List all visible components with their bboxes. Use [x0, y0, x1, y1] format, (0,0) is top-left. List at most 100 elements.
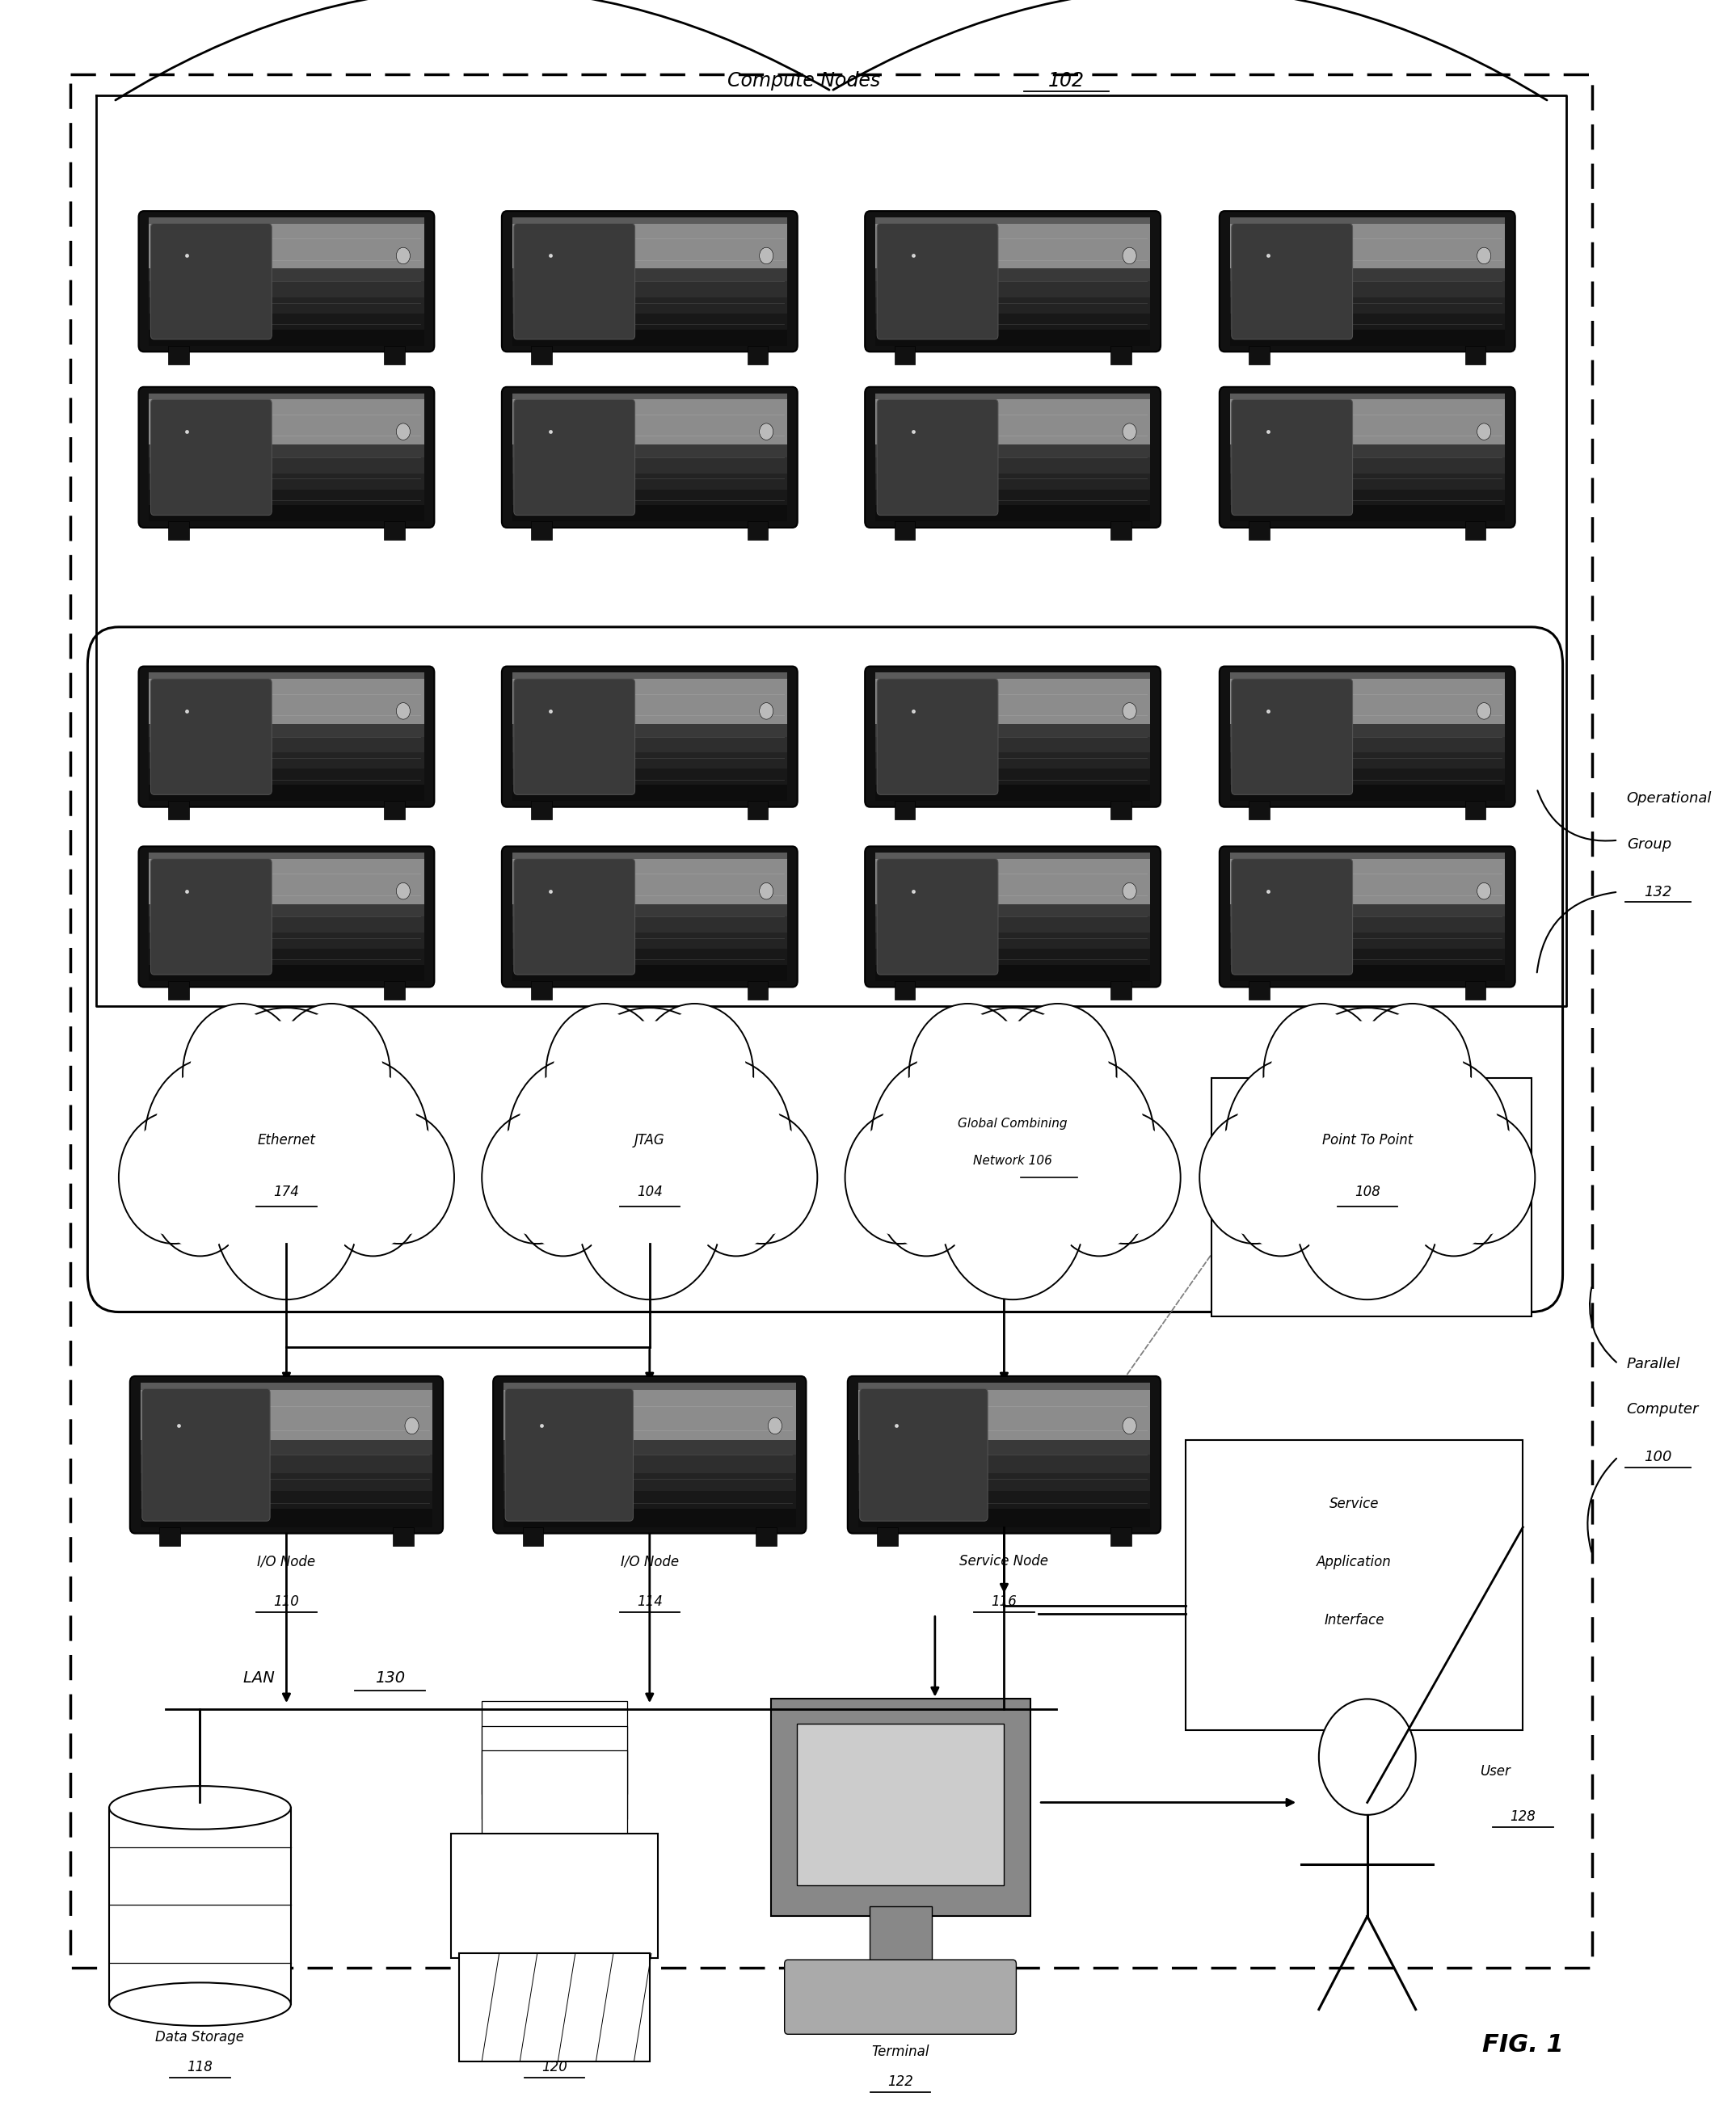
Circle shape	[1207, 1118, 1304, 1237]
Text: Printer: Printer	[531, 2029, 576, 2044]
FancyBboxPatch shape	[149, 313, 424, 330]
FancyBboxPatch shape	[531, 345, 552, 364]
FancyBboxPatch shape	[512, 505, 786, 522]
FancyBboxPatch shape	[503, 1383, 795, 1399]
FancyBboxPatch shape	[1229, 721, 1505, 736]
Text: 108: 108	[1354, 1184, 1380, 1199]
FancyBboxPatch shape	[384, 981, 404, 1000]
Circle shape	[1123, 702, 1137, 719]
FancyBboxPatch shape	[149, 266, 424, 281]
FancyBboxPatch shape	[875, 858, 1151, 905]
Circle shape	[576, 1127, 722, 1300]
FancyBboxPatch shape	[392, 1526, 413, 1545]
Text: 114: 114	[637, 1594, 663, 1609]
Circle shape	[1477, 884, 1491, 898]
FancyBboxPatch shape	[503, 1490, 795, 1509]
FancyBboxPatch shape	[875, 425, 1151, 442]
FancyBboxPatch shape	[512, 393, 786, 410]
FancyBboxPatch shape	[1248, 801, 1269, 820]
FancyBboxPatch shape	[1231, 858, 1352, 975]
FancyBboxPatch shape	[1229, 281, 1505, 298]
FancyBboxPatch shape	[514, 858, 635, 975]
Text: Service Node: Service Node	[960, 1554, 1049, 1569]
FancyBboxPatch shape	[512, 474, 786, 488]
FancyBboxPatch shape	[502, 387, 797, 528]
FancyBboxPatch shape	[531, 801, 552, 820]
FancyBboxPatch shape	[512, 949, 786, 964]
Circle shape	[871, 1057, 1009, 1224]
FancyBboxPatch shape	[875, 901, 1151, 917]
Text: 100: 100	[1644, 1450, 1672, 1465]
FancyBboxPatch shape	[512, 858, 786, 905]
FancyBboxPatch shape	[875, 400, 1151, 444]
Text: 132: 132	[1644, 884, 1672, 898]
FancyBboxPatch shape	[141, 1490, 432, 1509]
FancyBboxPatch shape	[531, 522, 552, 539]
Circle shape	[950, 1135, 1076, 1290]
FancyBboxPatch shape	[531, 981, 552, 1000]
Circle shape	[910, 1004, 1026, 1144]
FancyBboxPatch shape	[512, 932, 786, 949]
Circle shape	[344, 1112, 455, 1243]
FancyBboxPatch shape	[149, 488, 424, 505]
FancyBboxPatch shape	[875, 457, 1151, 474]
Circle shape	[845, 1112, 957, 1243]
Circle shape	[1477, 702, 1491, 719]
Circle shape	[207, 1021, 366, 1209]
Circle shape	[1123, 884, 1137, 898]
Circle shape	[878, 1068, 1002, 1213]
FancyBboxPatch shape	[512, 266, 786, 281]
FancyBboxPatch shape	[512, 784, 786, 801]
FancyBboxPatch shape	[460, 1953, 649, 2061]
FancyBboxPatch shape	[512, 672, 786, 689]
Circle shape	[1076, 1118, 1174, 1237]
FancyBboxPatch shape	[512, 281, 786, 298]
FancyBboxPatch shape	[149, 393, 424, 410]
FancyBboxPatch shape	[149, 672, 424, 689]
Text: 174: 174	[274, 1184, 299, 1199]
FancyBboxPatch shape	[141, 1473, 432, 1490]
FancyBboxPatch shape	[875, 298, 1151, 313]
FancyBboxPatch shape	[141, 1399, 432, 1418]
Circle shape	[516, 1139, 611, 1256]
FancyBboxPatch shape	[875, 488, 1151, 505]
Circle shape	[759, 247, 773, 264]
Text: I/O Node: I/O Node	[620, 1554, 679, 1569]
FancyBboxPatch shape	[1231, 400, 1352, 516]
FancyBboxPatch shape	[746, 981, 767, 1000]
FancyBboxPatch shape	[512, 689, 786, 704]
Text: Application: Application	[1335, 1194, 1410, 1209]
FancyBboxPatch shape	[523, 1526, 543, 1545]
FancyBboxPatch shape	[875, 721, 1151, 736]
Circle shape	[396, 884, 410, 898]
FancyBboxPatch shape	[1229, 298, 1505, 313]
FancyBboxPatch shape	[877, 1526, 898, 1545]
Circle shape	[1354, 1004, 1470, 1144]
FancyBboxPatch shape	[149, 505, 424, 522]
FancyBboxPatch shape	[503, 1438, 795, 1454]
FancyBboxPatch shape	[875, 233, 1151, 249]
FancyBboxPatch shape	[797, 1723, 1003, 1886]
FancyBboxPatch shape	[168, 345, 189, 364]
FancyBboxPatch shape	[1229, 869, 1505, 884]
Circle shape	[1278, 1008, 1457, 1224]
FancyBboxPatch shape	[151, 858, 273, 975]
Circle shape	[279, 1013, 384, 1135]
FancyBboxPatch shape	[141, 1389, 432, 1440]
Circle shape	[1226, 1057, 1364, 1224]
FancyBboxPatch shape	[512, 313, 786, 330]
FancyBboxPatch shape	[149, 852, 424, 869]
FancyBboxPatch shape	[858, 1418, 1151, 1438]
FancyBboxPatch shape	[875, 869, 1151, 884]
FancyBboxPatch shape	[512, 901, 786, 917]
FancyBboxPatch shape	[149, 224, 424, 268]
Circle shape	[182, 1004, 300, 1144]
FancyBboxPatch shape	[1229, 784, 1505, 801]
FancyBboxPatch shape	[1229, 917, 1505, 932]
FancyBboxPatch shape	[865, 211, 1161, 351]
FancyBboxPatch shape	[139, 666, 434, 808]
FancyBboxPatch shape	[894, 345, 915, 364]
Text: Terminal: Terminal	[871, 2044, 929, 2059]
FancyBboxPatch shape	[512, 457, 786, 474]
FancyBboxPatch shape	[1465, 981, 1486, 1000]
